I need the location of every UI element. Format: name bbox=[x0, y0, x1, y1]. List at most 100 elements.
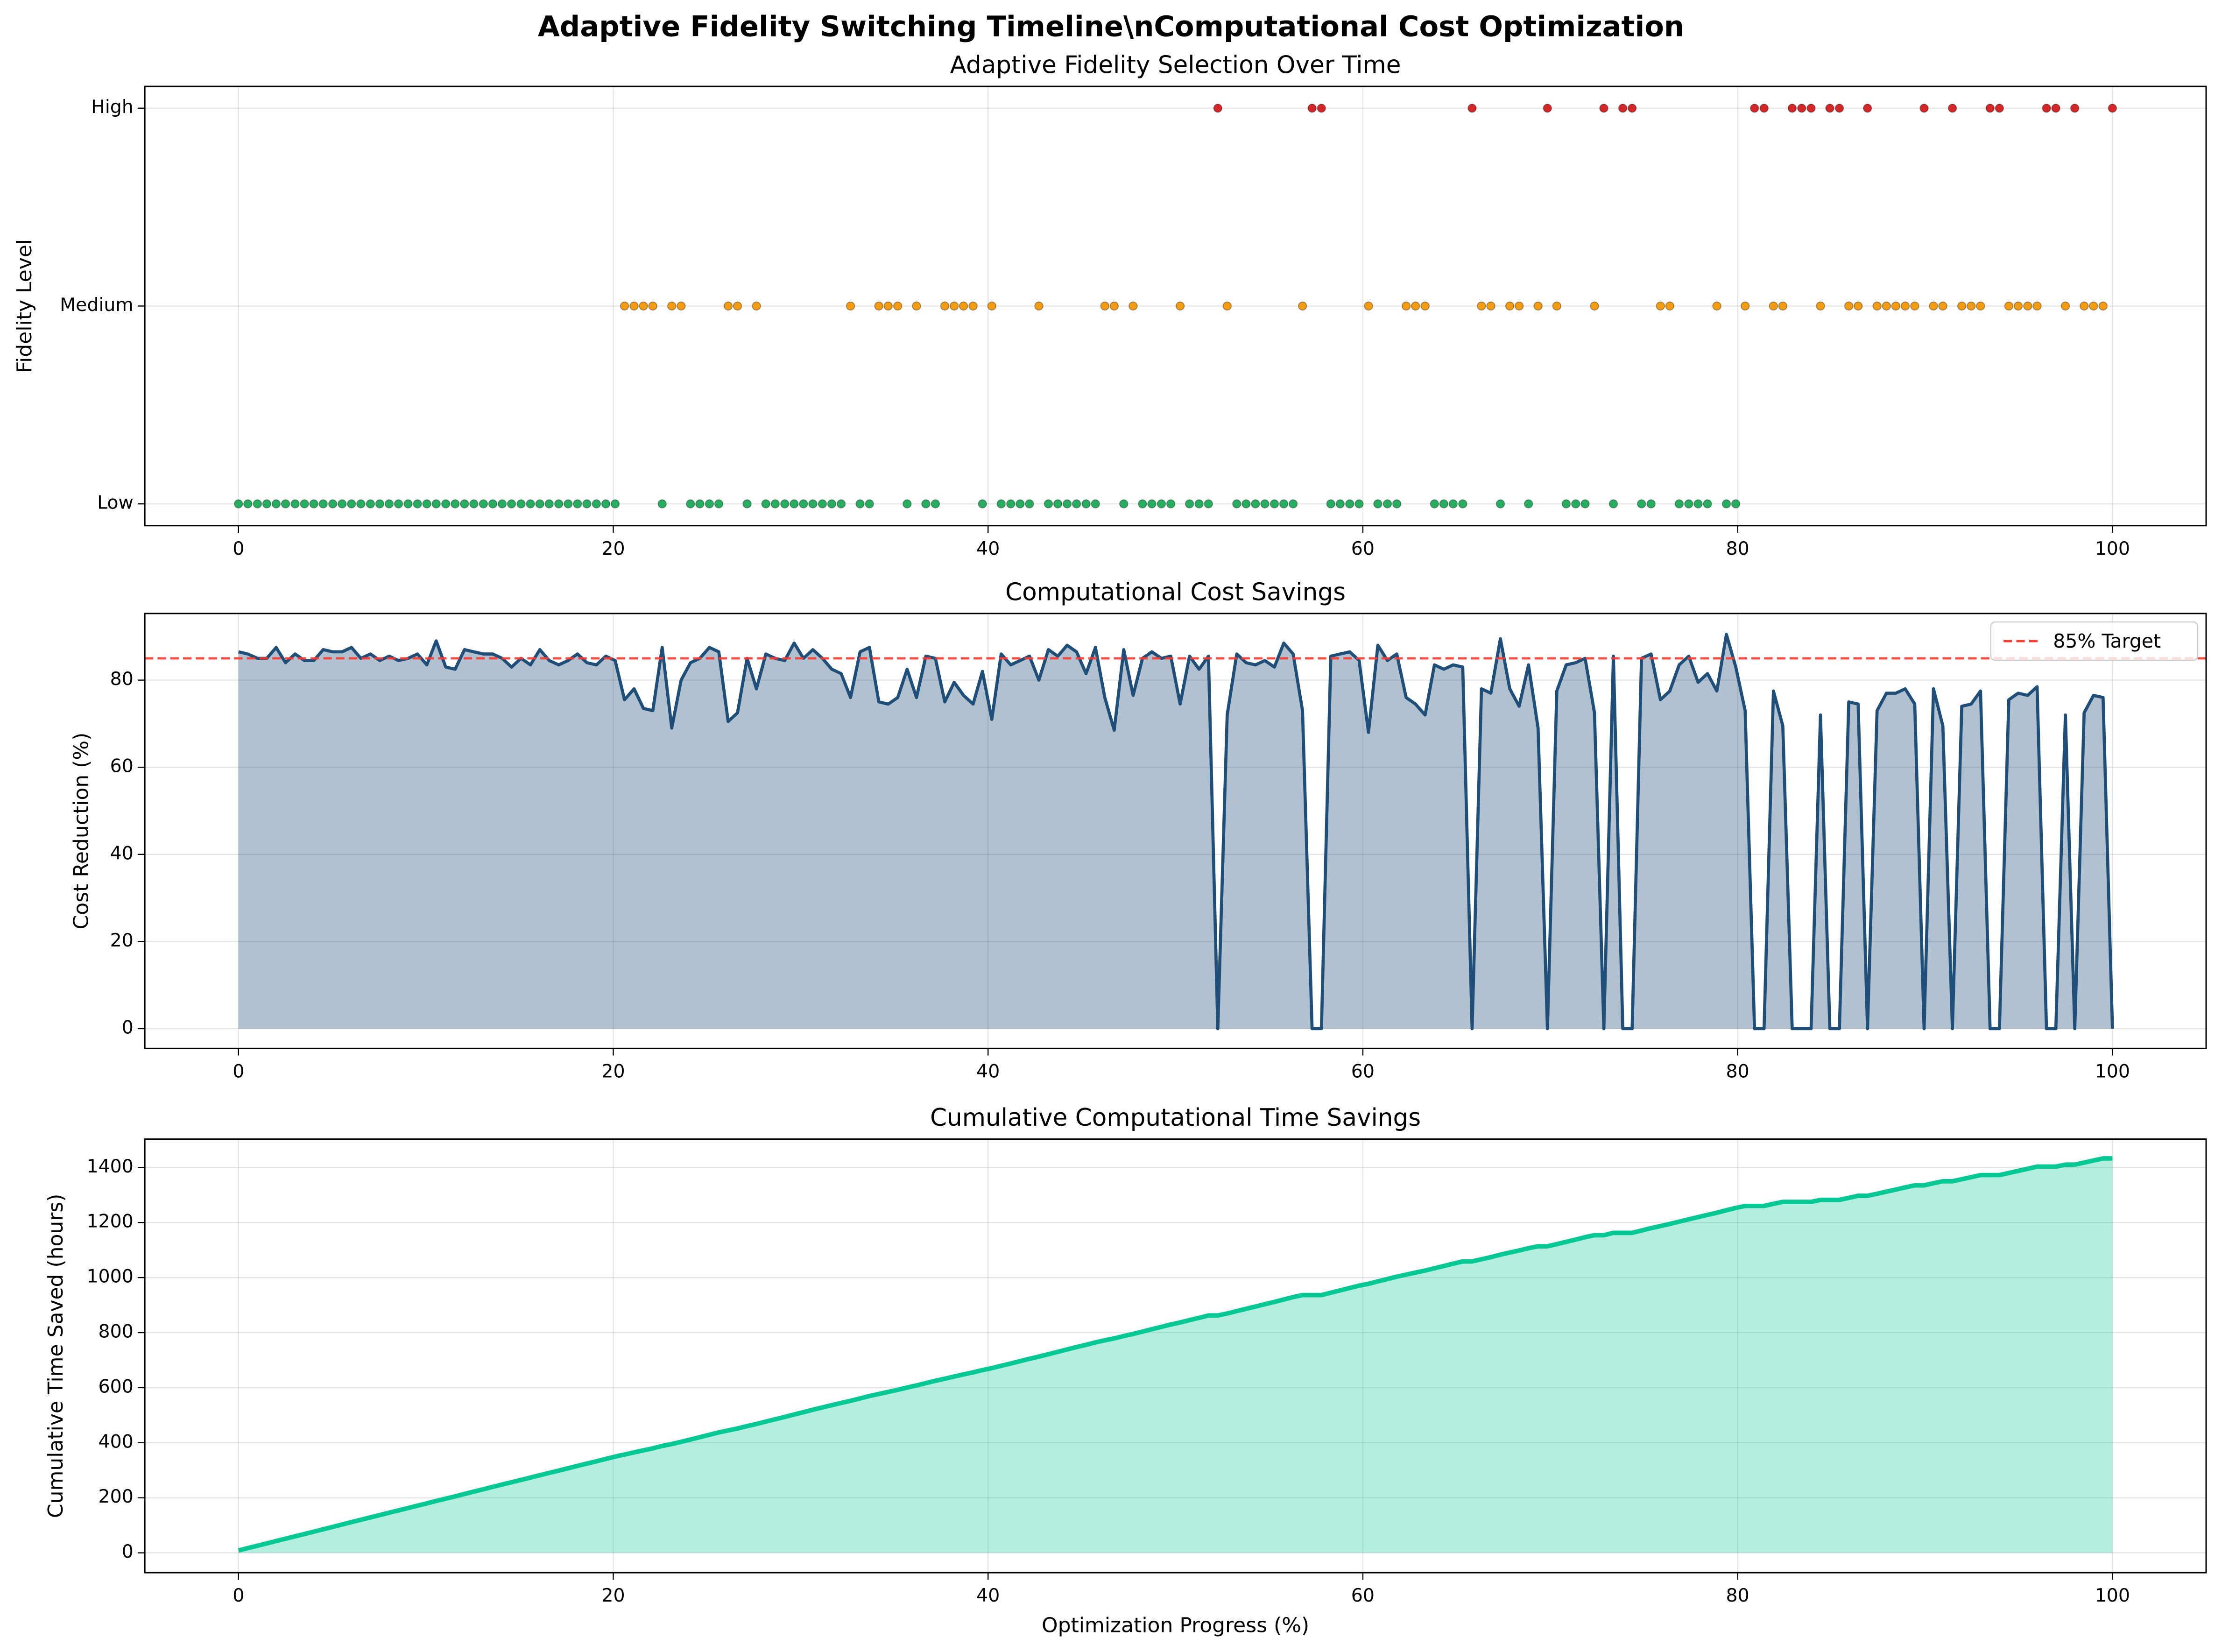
point bbox=[1317, 103, 1326, 113]
x-axis-label: Optimization Progress (%) bbox=[1042, 1613, 1309, 1637]
y-axis-label: Fidelity Level bbox=[13, 239, 36, 373]
point bbox=[1882, 301, 1891, 311]
point bbox=[2042, 103, 2051, 113]
point bbox=[1383, 499, 1392, 508]
point bbox=[1995, 103, 2004, 113]
x-tick-label: 20 bbox=[601, 538, 625, 559]
point bbox=[1750, 103, 1759, 113]
point bbox=[1467, 103, 1477, 113]
point bbox=[338, 499, 347, 508]
point bbox=[959, 301, 968, 311]
point bbox=[582, 499, 592, 508]
point bbox=[1712, 301, 1721, 311]
y-tick-label: 80 bbox=[110, 668, 134, 690]
point bbox=[384, 499, 394, 508]
point bbox=[1571, 499, 1580, 508]
point bbox=[996, 499, 1006, 508]
point bbox=[1232, 499, 1241, 508]
point bbox=[366, 499, 375, 508]
point bbox=[479, 499, 488, 508]
point bbox=[1684, 499, 1693, 508]
point bbox=[1251, 499, 1260, 508]
point bbox=[1929, 301, 1938, 311]
point bbox=[1580, 499, 1590, 508]
point bbox=[403, 499, 413, 508]
point bbox=[1627, 103, 1637, 113]
point bbox=[780, 499, 790, 508]
point bbox=[912, 301, 921, 311]
point bbox=[1119, 499, 1129, 508]
point bbox=[1938, 301, 1947, 311]
point bbox=[1656, 301, 1665, 311]
point bbox=[1194, 499, 1204, 508]
point bbox=[1222, 301, 1232, 311]
x-tick-label: 0 bbox=[233, 538, 244, 559]
x-tick-label: 80 bbox=[1726, 538, 1749, 559]
y-tick-label: 1000 bbox=[86, 1266, 133, 1287]
x-tick-label: 40 bbox=[976, 1060, 1000, 1082]
y-tick-label: 800 bbox=[99, 1321, 134, 1342]
point bbox=[1335, 499, 1345, 508]
point bbox=[1458, 499, 1467, 508]
point bbox=[1721, 499, 1731, 508]
point bbox=[1100, 301, 1109, 311]
point bbox=[742, 499, 752, 508]
y-tick-label: 600 bbox=[99, 1376, 134, 1397]
point bbox=[1091, 499, 1100, 508]
point bbox=[516, 499, 526, 508]
point bbox=[441, 499, 451, 508]
point bbox=[601, 499, 611, 508]
point bbox=[1872, 301, 1882, 311]
y-tick-label: 1400 bbox=[86, 1156, 133, 1177]
point bbox=[526, 499, 535, 508]
panel: 0 20 40 60 80 1000200400600800100012001400Cum… bbox=[44, 1104, 2207, 1637]
x-tick-label: 20 bbox=[601, 1585, 625, 1606]
point bbox=[573, 499, 582, 508]
legend-label: 85% Target bbox=[2053, 630, 2161, 652]
point bbox=[799, 499, 808, 508]
point bbox=[1533, 301, 1543, 311]
point bbox=[281, 499, 290, 508]
point bbox=[271, 499, 281, 508]
point bbox=[554, 499, 564, 508]
point bbox=[1816, 301, 1825, 311]
point bbox=[1505, 301, 1515, 311]
point bbox=[1646, 499, 1656, 508]
point bbox=[1731, 499, 1741, 508]
y-tick-label: 60 bbox=[110, 755, 134, 777]
point bbox=[1891, 301, 1901, 311]
point bbox=[1590, 301, 1599, 311]
point bbox=[1947, 103, 1957, 113]
point bbox=[987, 301, 996, 311]
panel-title: Computational Cost Savings bbox=[1005, 578, 1346, 606]
point bbox=[422, 499, 431, 508]
point bbox=[1778, 301, 1788, 311]
y-tick-label: 0 bbox=[122, 1017, 134, 1038]
point bbox=[1213, 103, 1222, 113]
y-tick-label: 20 bbox=[110, 930, 134, 951]
point bbox=[1185, 499, 1194, 508]
y-tick-label: 400 bbox=[99, 1431, 134, 1452]
point bbox=[1279, 499, 1289, 508]
point bbox=[827, 499, 837, 508]
point bbox=[1430, 499, 1439, 508]
point bbox=[865, 499, 874, 508]
y-tick-label: Medium bbox=[60, 294, 134, 316]
point bbox=[497, 499, 507, 508]
axes-frame bbox=[144, 85, 2207, 527]
point bbox=[1561, 499, 1571, 508]
line bbox=[238, 633, 2114, 1031]
point bbox=[1439, 499, 1449, 508]
x-tick-label: 80 bbox=[1726, 1585, 1749, 1606]
point bbox=[1910, 301, 1919, 311]
y-tick-label: Low bbox=[97, 492, 134, 514]
point bbox=[733, 301, 742, 311]
point bbox=[1204, 499, 1213, 508]
point bbox=[686, 499, 695, 508]
area-fill bbox=[238, 634, 2113, 1029]
point bbox=[1166, 499, 1176, 508]
point bbox=[931, 499, 940, 508]
point bbox=[2060, 301, 2070, 311]
